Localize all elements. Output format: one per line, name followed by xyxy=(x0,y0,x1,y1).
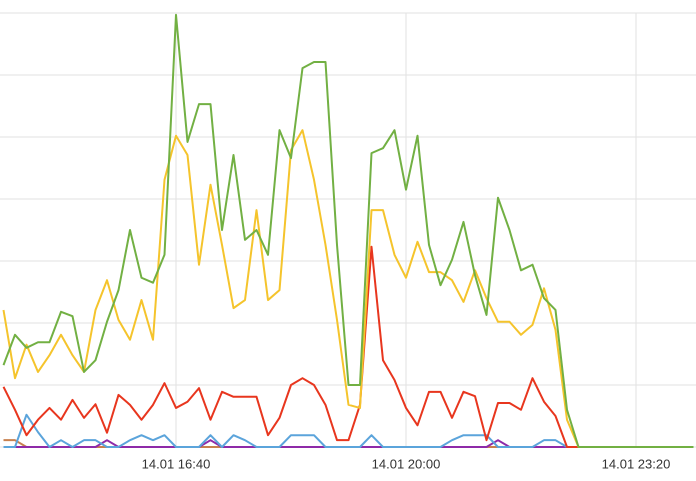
series-line xyxy=(2,129,694,448)
series-line xyxy=(2,245,694,448)
x-tick-label: 14.01 20:00 xyxy=(372,456,441,471)
x-tick-label: 14.01 23:20 xyxy=(602,456,671,471)
series-line xyxy=(2,13,694,448)
x-tick-label: 14.01 16:40 xyxy=(142,456,211,471)
